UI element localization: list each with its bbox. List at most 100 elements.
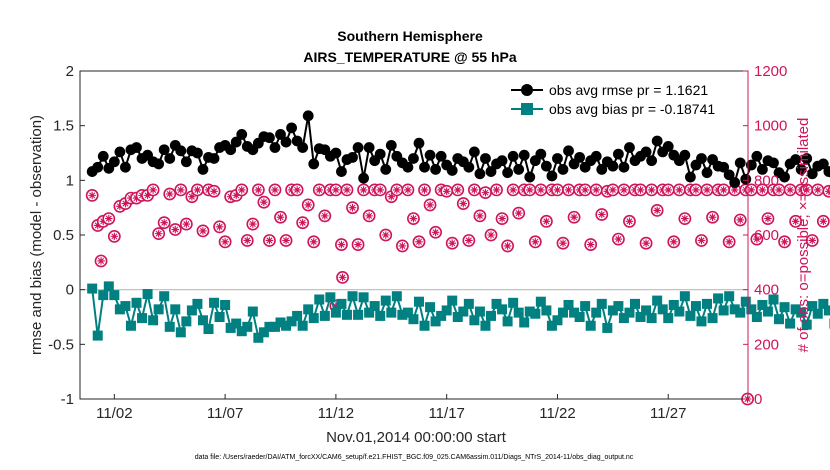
- bias-point: [159, 291, 170, 302]
- obs-count-point: [85, 188, 99, 202]
- bias-point: [225, 322, 236, 333]
- rmse-point: [180, 156, 192, 168]
- bias-point: [807, 301, 818, 312]
- bias-point: [314, 294, 325, 305]
- bias-point: [513, 307, 524, 318]
- bias-point: [297, 320, 308, 331]
- bias-point: [519, 317, 530, 328]
- rmse-point: [607, 160, 619, 172]
- x-axis-label: Nov.01,2014 00:00:00 start: [326, 429, 507, 446]
- bias-point: [87, 283, 98, 294]
- obs-count-point: [816, 214, 830, 228]
- bias-point: [242, 321, 253, 332]
- obs-count-point: [312, 183, 326, 197]
- rmse-point: [380, 164, 392, 175]
- rmse-point: [590, 150, 602, 162]
- bias-point: [779, 302, 790, 313]
- bias-point: [702, 298, 713, 309]
- rmse-point: [468, 146, 480, 158]
- rmse-point: [795, 164, 807, 175]
- obs-count-point: [218, 235, 232, 249]
- obs-count-point: [418, 183, 431, 197]
- rmse-point: [596, 164, 608, 175]
- bias-point: [197, 315, 208, 326]
- bias-point: [452, 312, 463, 322]
- rmse-point: [463, 161, 475, 173]
- legend-rmse-marker: [521, 84, 533, 96]
- obs-count-point: [606, 183, 620, 197]
- bias-point: [646, 313, 657, 324]
- bias-point: [131, 297, 142, 308]
- bias-point: [746, 304, 757, 315]
- rmse-point: [385, 139, 397, 151]
- rmse-point: [164, 153, 176, 164]
- rmse-point: [474, 168, 486, 180]
- rmse-point: [192, 147, 203, 159]
- obs-count-point: [307, 235, 321, 249]
- rmse-point: [806, 168, 818, 180]
- obs-count-point: [556, 236, 570, 250]
- rmse-point: [651, 135, 663, 147]
- bias-point: [552, 315, 563, 326]
- rmse-point: [535, 148, 547, 160]
- bias-point: [751, 312, 762, 322]
- bias-point: [458, 306, 469, 317]
- bias-point: [286, 316, 297, 327]
- bias-point: [92, 330, 103, 341]
- rmse-point: [408, 153, 419, 164]
- obs-count-point: [336, 270, 349, 284]
- obs-count-point: [733, 213, 747, 227]
- bias-point: [663, 313, 674, 324]
- bias-point: [430, 316, 441, 327]
- obs-count-point: [783, 183, 797, 197]
- y-tick-label: -1: [61, 391, 74, 408]
- obs-count-point: [168, 223, 182, 236]
- bias-point: [724, 291, 735, 302]
- obs-count-point: [235, 183, 249, 197]
- bias-point: [729, 304, 740, 315]
- rmse-point: [352, 142, 364, 153]
- bias-point: [192, 298, 203, 309]
- bias-point: [214, 312, 225, 322]
- obs-count-point: [440, 184, 454, 198]
- obs-count-point: [617, 183, 631, 197]
- y-tick-label: 1: [66, 172, 74, 189]
- obs-count-point: [401, 183, 415, 197]
- y-right-tick-label: 600: [754, 227, 779, 244]
- bias-point: [524, 306, 535, 317]
- bias-point: [823, 305, 830, 316]
- bias-point: [690, 301, 701, 312]
- obs-count-point: [473, 209, 487, 223]
- legend-bias-label: obs avg bias pr = -0.18741: [549, 101, 715, 117]
- bias-point: [718, 305, 729, 316]
- plot-area: [80, 71, 748, 399]
- rmse-point: [92, 161, 104, 173]
- bias-point: [247, 306, 258, 317]
- rmse-point: [662, 141, 674, 152]
- ticks-group: -1 -0.5 0 0.5 1 1.5 2 0 200 400 600 800 1000 1200 11/0…: [48, 63, 787, 422]
- obs-count-point: [451, 183, 465, 197]
- rmse-point: [430, 164, 442, 175]
- obs-count-point: [407, 212, 420, 225]
- obs-count-point: [279, 234, 293, 247]
- obs-count-point: [251, 183, 265, 197]
- obs-count-point: [351, 238, 365, 251]
- rmse-point: [175, 145, 187, 157]
- bias-point: [596, 298, 607, 309]
- obs-count-point: [639, 236, 653, 250]
- obs-count-point: [102, 212, 116, 225]
- rmse-point: [446, 165, 458, 176]
- obs-count-point: [246, 217, 260, 231]
- chart-title: Southern Hemisphere: [337, 28, 483, 44]
- legend-rmse-label: obs avg rmse pr = 1.1621: [549, 82, 708, 98]
- bias-point: [441, 305, 452, 316]
- bias-point: [630, 298, 641, 309]
- obs-count-point: [778, 235, 791, 249]
- rmse-point: [718, 161, 730, 173]
- y-tick-label: 0.5: [53, 227, 74, 244]
- bias-point: [330, 307, 341, 318]
- rmse-point: [507, 150, 519, 162]
- obs-count-point: [689, 183, 703, 197]
- bias-point: [818, 298, 829, 309]
- obs-count-point: [467, 183, 481, 197]
